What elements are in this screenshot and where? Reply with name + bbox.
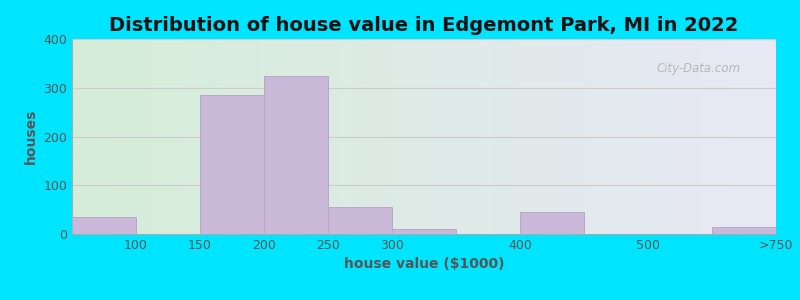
Bar: [72, 217, 136, 234]
Bar: [520, 212, 584, 234]
Text: City-Data.com: City-Data.com: [656, 62, 741, 75]
X-axis label: house value ($1000): house value ($1000): [344, 257, 504, 272]
Bar: [392, 229, 456, 234]
Y-axis label: houses: houses: [24, 109, 38, 164]
Title: Distribution of house value in Edgemont Park, MI in 2022: Distribution of house value in Edgemont …: [110, 16, 738, 35]
Bar: [328, 207, 392, 234]
Bar: [264, 76, 328, 234]
Bar: [200, 95, 264, 234]
Bar: [712, 227, 776, 234]
